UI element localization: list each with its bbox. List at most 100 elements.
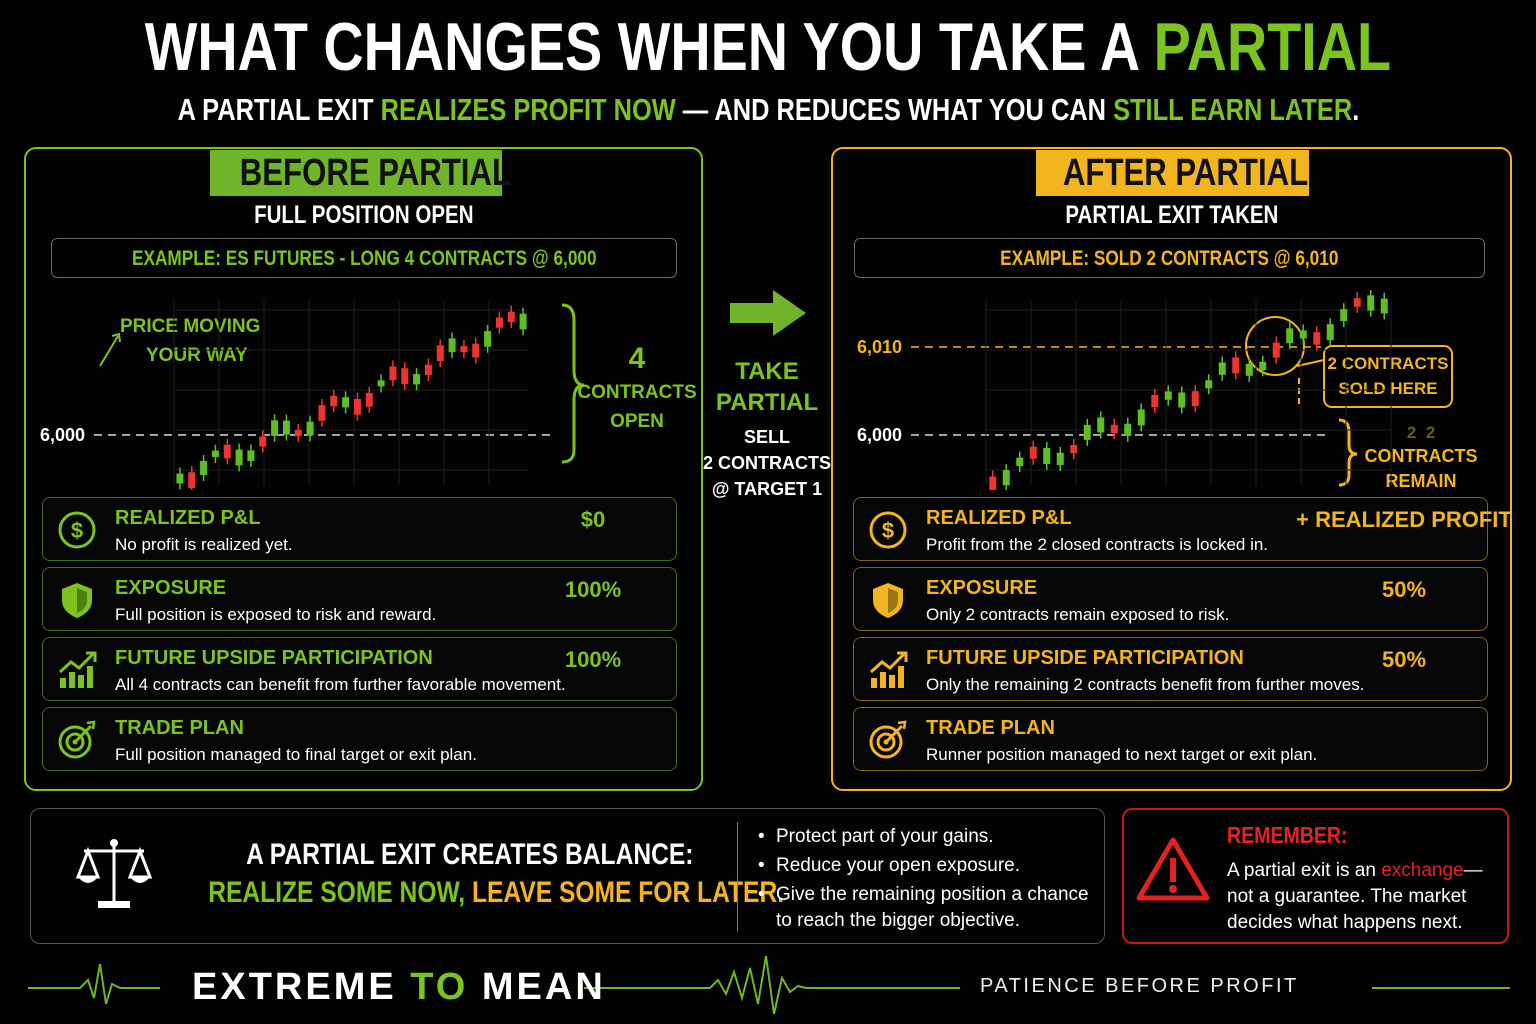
row-label: TRADE PLAN: [926, 717, 1055, 739]
after-example: EXAMPLE: SOLD 2 CONTRACTS @ 6,010: [854, 238, 1485, 278]
before-example: EXAMPLE: ES FUTURES - LONG 4 CONTRACTS @…: [51, 238, 677, 278]
subtitle: A PARTIAL EXIT REALIZES PROFIT NOW — AND…: [0, 92, 1536, 128]
stat-row: $ REALIZED P&L No profit is realized yet. $…: [42, 497, 677, 561]
tagline-part: REALIZE SOME NOW,: [208, 876, 472, 909]
candle-body: [176, 473, 184, 484]
candle-body: [413, 374, 421, 385]
before-panel: [24, 147, 703, 791]
candle-body: [1380, 298, 1388, 314]
candle-body: [436, 345, 444, 362]
candle-body: [223, 444, 231, 459]
bullet: Give the remaining position a chance to …: [758, 882, 1098, 934]
stat-row: TRADE PLAN Runner position managed to nex…: [853, 707, 1488, 771]
remember-text: A partial exit is an exchange—not a guar…: [1227, 858, 1497, 936]
remember-title: REMEMBER:: [1227, 822, 1369, 849]
candle-body: [1002, 470, 1010, 486]
row-label: EXPOSURE: [926, 577, 1038, 599]
row-value: 100%: [564, 647, 622, 672]
candle-body: [235, 449, 243, 466]
annotation-arrow: [111, 332, 121, 343]
remember-title-text: REMEMBER:: [1227, 822, 1348, 848]
row-description: Runner position managed to next target o…: [926, 745, 1318, 764]
candle-body: [401, 368, 409, 384]
svg-text:$: $: [71, 518, 83, 543]
sold-marker: [1245, 316, 1305, 376]
candle-body: [519, 313, 527, 330]
middle-action: TAKE PARTIAL: [712, 356, 822, 418]
row-label: EXPOSURE: [115, 577, 227, 599]
annotation: YOUR WAY: [146, 345, 248, 366]
row-icon: [869, 651, 908, 688]
candle-body: [211, 450, 219, 458]
stat-row: FUTURE UPSIDE PARTICIPATION Only the rema…: [853, 637, 1488, 701]
stat-row: $ REALIZED P&L Profit from the 2 closed co…: [853, 497, 1512, 561]
row-icon: $: [869, 511, 907, 549]
candle-body: [484, 331, 492, 347]
row-description: Full position managed to final target or…: [115, 745, 477, 764]
candle-body: [1353, 298, 1361, 307]
summary-heading-text: A PARTIAL EXIT CREATES BALANCE:: [246, 838, 694, 871]
candle-body: [1232, 357, 1240, 374]
candle-body: [330, 395, 338, 407]
detail-line: 2 CONTRACTS: [702, 453, 831, 473]
subtitle-part: .: [1351, 92, 1359, 127]
before-chart: PRICE MOVING YOUR WAY 6,000 4 CONTRACTS …: [40, 300, 697, 490]
candle-body: [247, 450, 255, 462]
row-value: + REALIZED PROFIT: [1296, 507, 1512, 532]
badge-text: AFTER PARTIAL: [1062, 152, 1309, 194]
candle-body: [200, 460, 208, 476]
stat-row: EXPOSURE Only 2 contracts remain exposed …: [853, 567, 1488, 631]
price-label: 6,010: [857, 337, 902, 357]
candle-body: [389, 366, 397, 381]
candle-body: [1097, 417, 1105, 433]
remember-part: A partial exit is an: [1227, 860, 1382, 881]
candle-body: [1340, 309, 1348, 322]
candle-body: [1164, 391, 1172, 400]
heartbeat-lines: [28, 955, 1510, 1015]
row-label: FUTURE UPSIDE PARTICIPATION: [115, 647, 433, 669]
row-icon: [58, 651, 97, 688]
slogan: PATIENCE BEFORE PROFIT: [980, 975, 1299, 997]
detail-line: @ TARGET 1: [711, 479, 823, 499]
candle-body: [1137, 409, 1145, 426]
brand: EXTREME TO MEAN: [192, 966, 606, 1009]
brace-label: CONTRACTS: [577, 382, 696, 403]
title: WHAT CHANGES WHEN YOU TAKE A PARTIAL: [0, 8, 1536, 86]
remember-part: —not a guarantee. The market decides wha…: [1227, 860, 1483, 933]
candle-body: [1191, 391, 1199, 407]
brace-label: 2 2: [1407, 423, 1435, 442]
stat-row: EXPOSURE Full position is exposed to risk…: [42, 567, 677, 631]
summary-box: [30, 808, 1105, 944]
candle-body: [424, 364, 432, 375]
callout-box: [1323, 345, 1453, 408]
before-heading: FULL POSITION OPEN: [24, 201, 703, 230]
candle-body: [365, 392, 373, 407]
subtitle-part: REALIZES PROFIT NOW: [380, 92, 676, 127]
badge-text: BEFORE PARTIAL: [239, 152, 511, 194]
after-badge: AFTER PARTIAL: [1036, 150, 1309, 196]
row-description: Only 2 contracts remain exposed to risk.: [926, 605, 1230, 624]
candle-body: [1124, 423, 1132, 436]
row-value: 100%: [564, 577, 622, 602]
candle-body: [1272, 342, 1280, 358]
row-icon: [873, 583, 903, 618]
row-value: $0: [580, 507, 606, 532]
before-badge: BEFORE PARTIAL: [210, 150, 511, 196]
candle-body: [1016, 457, 1024, 467]
brace-label: OPEN: [610, 411, 664, 432]
after-chart: 6,010 6,000 2 CONTRACTS SOLD HERE 2 2 CO…: [857, 290, 1478, 490]
row-value: 50%: [1381, 577, 1427, 602]
candle-body: [1110, 424, 1118, 434]
example-text: EXAMPLE: SOLD 2 CONTRACTS @ 6,010: [1000, 247, 1339, 270]
candle-body: [495, 317, 503, 328]
title-part: WHAT CHANGES WHEN YOU TAKE A: [144, 9, 1154, 85]
candle-body: [448, 338, 456, 353]
row-value: 50%: [1381, 647, 1427, 672]
brace-label: 4: [629, 342, 646, 375]
price-label: 6,000: [40, 425, 85, 445]
brace-label: REMAIN: [1386, 471, 1457, 490]
annotation-arrow: [99, 335, 119, 367]
after-heading: PARTIAL EXIT TAKEN: [831, 201, 1512, 230]
candle-body: [1056, 452, 1064, 466]
